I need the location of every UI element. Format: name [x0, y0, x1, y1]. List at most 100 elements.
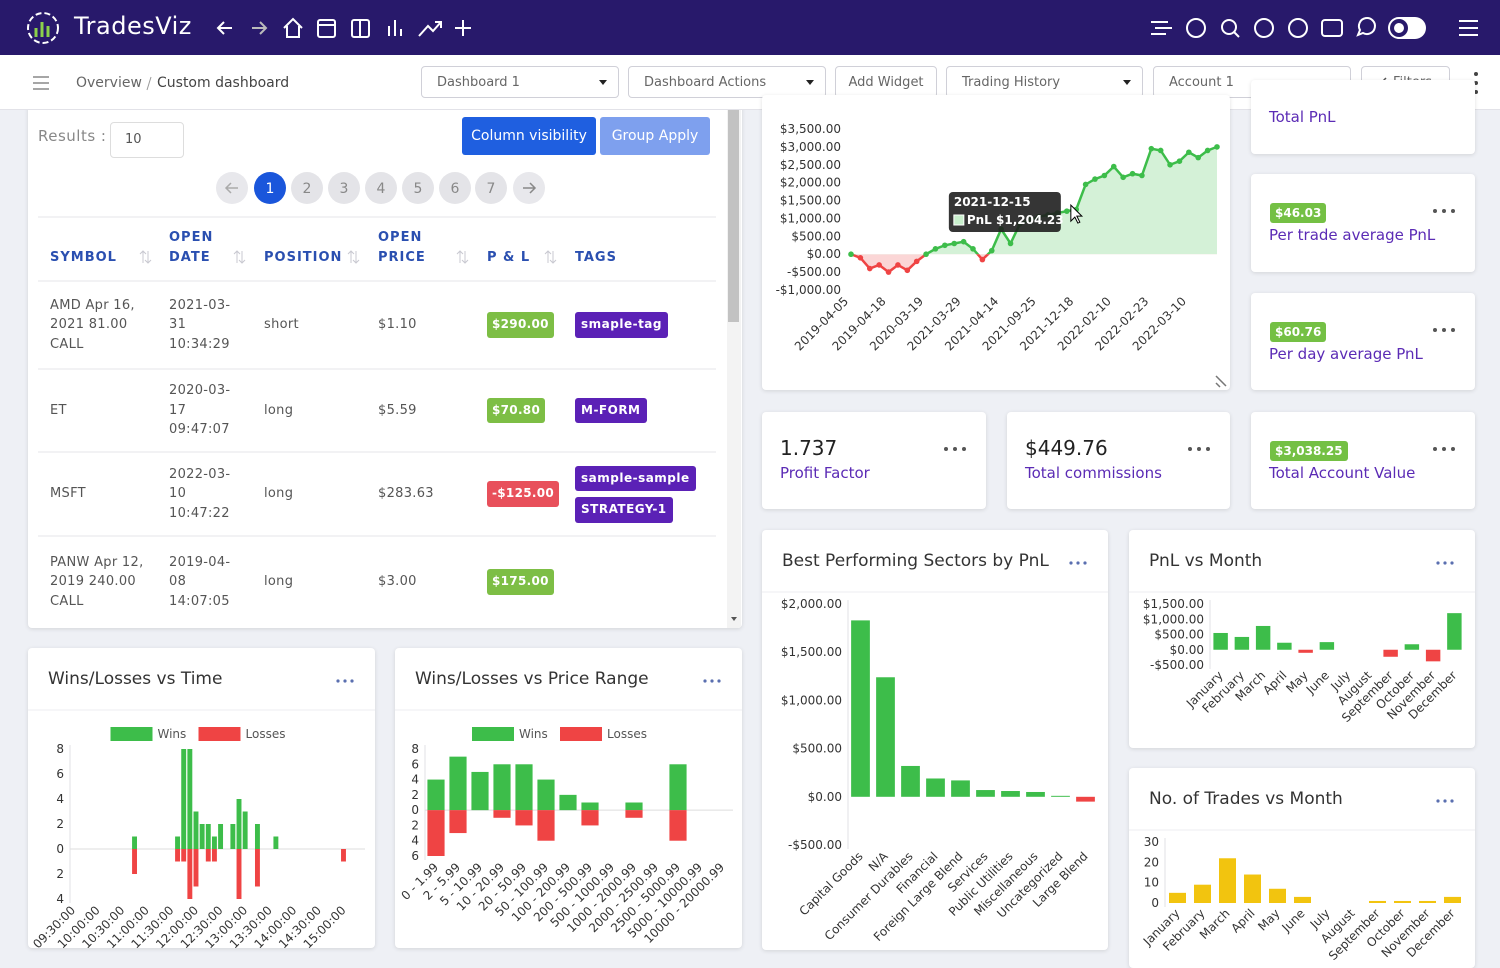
toolbar-control[interactable]: Dashboard Actions [628, 66, 826, 98]
toolbar: Overview Custom dashboard Dashboard 1 Das… [0, 55, 1500, 110]
menu-icon[interactable] [1151, 21, 1172, 35]
breadcrumb-overview[interactable]: Overview [76, 75, 142, 91]
dot [1451, 328, 1455, 332]
page-button[interactable] [365, 172, 397, 204]
dropdown-caret [599, 80, 607, 85]
y-tick-label: $500.00 [791, 229, 841, 243]
calendar-icon[interactable] [317, 19, 336, 38]
legend-swatch[interactable] [472, 727, 514, 741]
legend-label[interactable]: Losses [607, 727, 647, 741]
table-decor: 1 2 3 4 5 6 7 [38, 110, 741, 628]
sidebar-toggle[interactable] [33, 76, 49, 90]
column-header[interactable]: P & L [487, 250, 531, 265]
menu-dot[interactable] [1076, 561, 1080, 565]
menu-dot[interactable] [703, 679, 707, 683]
legend-swatch[interactable] [198, 727, 241, 741]
menu-dot[interactable] [1443, 799, 1447, 803]
menu-dot[interactable] [717, 679, 721, 683]
bar [581, 802, 599, 811]
scrollbar-thumb[interactable] [728, 110, 739, 322]
resize-handle[interactable] [1215, 375, 1227, 388]
stat-card: $46.03 Per trade average PnL [1251, 174, 1475, 272]
card-menu[interactable] [1430, 444, 1460, 454]
bar [1213, 632, 1228, 650]
bar [199, 824, 205, 849]
search-icon[interactable] [1221, 19, 1237, 35]
bar [175, 836, 181, 849]
toolbar-control[interactable]: Dashboard 1 [421, 66, 619, 98]
chat-icon[interactable] [1356, 17, 1376, 37]
tag[interactable]: M-FORM [575, 397, 647, 424]
results-input[interactable]: 10 [110, 122, 184, 158]
legend-label[interactable]: Wins [158, 727, 187, 741]
chart-icon[interactable] [388, 20, 402, 36]
dot [953, 447, 957, 451]
toolbar-control[interactable]: Add Widget [835, 66, 937, 98]
chart: No. of Trades vs Month3020100JanuaryFebr… [1129, 789, 1475, 963]
bar [1444, 896, 1461, 903]
legend-swatch[interactable] [110, 727, 153, 741]
menu-dot[interactable] [1436, 561, 1440, 565]
y-tick-label: 8 [56, 742, 64, 756]
legend-swatch[interactable] [560, 727, 602, 741]
trend-icon[interactable] [418, 21, 442, 37]
home-icon[interactable] [283, 17, 303, 38]
bar [471, 771, 489, 811]
legend-label[interactable]: Wins [519, 727, 548, 741]
column-header[interactable]: POSITION [264, 250, 343, 265]
tag[interactable]: sample-sample [575, 465, 696, 491]
column-header[interactable]: OPEN DATE [169, 230, 214, 265]
column-visibility-button[interactable]: Column visibility [462, 117, 596, 155]
page-button[interactable] [291, 172, 323, 204]
more-menu[interactable] [1474, 90, 1478, 94]
menu-dot[interactable] [350, 679, 354, 683]
point [979, 256, 986, 263]
group-apply-button[interactable]: Group Apply [600, 117, 710, 155]
menu-dot[interactable] [1436, 799, 1440, 803]
card-menu[interactable] [1430, 325, 1460, 335]
chart-title: PnL vs Month [1149, 551, 1262, 571]
tag[interactable]: smaple-tag [575, 312, 668, 338]
forward-icon[interactable] [252, 21, 268, 35]
menu-dot[interactable] [1069, 561, 1073, 565]
page-button[interactable] [439, 172, 471, 204]
y-tick-label: 2 [411, 818, 419, 832]
toolbar-control[interactable]: Trading History [946, 66, 1143, 98]
column-header[interactable]: OPEN PRICE [378, 230, 426, 265]
legend-label[interactable]: Losses [246, 727, 286, 741]
page-button[interactable] [254, 172, 286, 204]
hamburger[interactable] [1459, 20, 1478, 36]
card-menu[interactable] [1430, 206, 1460, 216]
menu-dot[interactable] [343, 679, 347, 683]
menu-dot[interactable] [1450, 799, 1454, 803]
menu-dot[interactable] [1443, 561, 1447, 565]
y-tick-label: 0 [56, 842, 64, 856]
compass-icon[interactable] [1186, 18, 1206, 38]
menu-dot[interactable] [336, 679, 340, 683]
help-icon[interactable] [1254, 18, 1274, 38]
tag[interactable]: STRATEGY-1 [575, 497, 673, 523]
video-icon[interactable] [1321, 19, 1343, 37]
page-button[interactable] [475, 172, 507, 204]
arrow [523, 182, 537, 194]
bar [341, 849, 346, 862]
bar [493, 764, 511, 811]
stat-label: Total PnL [1269, 108, 1336, 126]
table-cell: PANW Apr 12, 2019 240.00 CALL [50, 536, 155, 628]
control-label: Account 1 [1169, 75, 1234, 90]
card-menu[interactable] [941, 444, 971, 454]
menu-dot[interactable] [710, 679, 714, 683]
page-button[interactable] [402, 172, 434, 204]
column-header[interactable]: TAGS [575, 250, 617, 265]
back-icon[interactable] [216, 21, 232, 35]
info-icon[interactable] [1288, 18, 1308, 38]
add-icon[interactable] [455, 20, 471, 36]
cell-text: 2022-03-10 10:47:22 [169, 466, 231, 521]
card-menu[interactable] [1185, 444, 1215, 454]
menu-dot[interactable] [1083, 561, 1087, 565]
bar [242, 811, 248, 849]
page-button[interactable] [328, 172, 360, 204]
column-header[interactable]: SYMBOL [50, 250, 117, 265]
menu-dot[interactable] [1450, 561, 1454, 565]
